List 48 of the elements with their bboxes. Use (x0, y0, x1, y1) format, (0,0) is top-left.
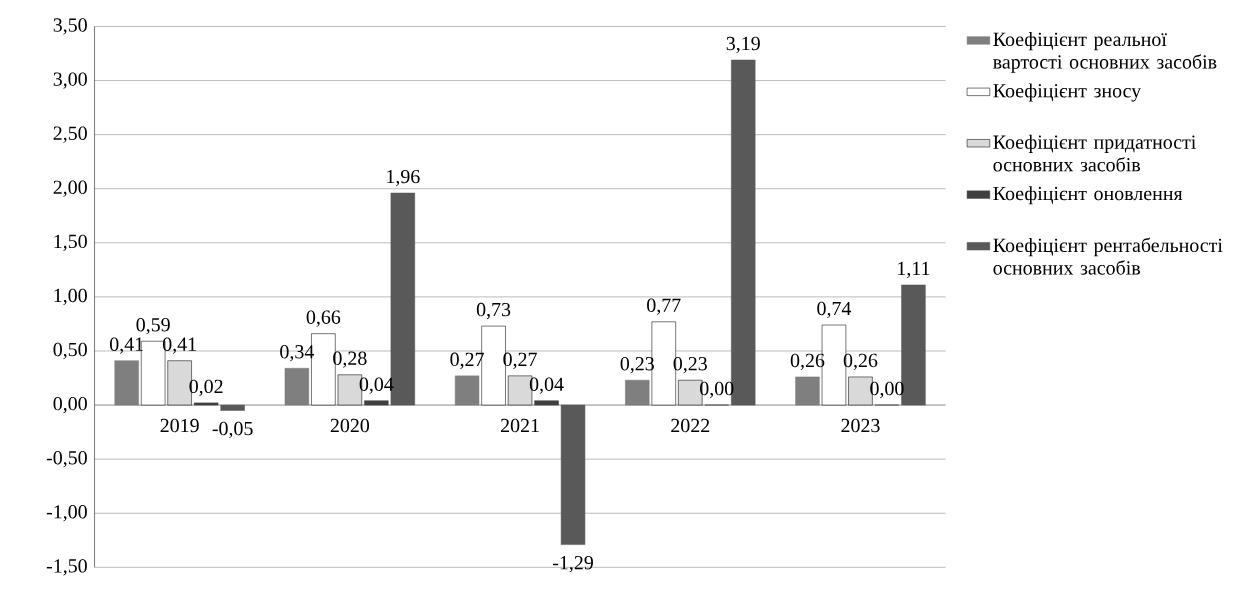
x-tick-label: 2020 (330, 418, 370, 433)
data-label: 0,23 (620, 356, 654, 374)
data-label: 0,77 (647, 298, 681, 315)
data-label: 0,28 (333, 351, 367, 368)
data-label: 0,04 (529, 377, 564, 394)
x-tick-label: 2019 (160, 418, 199, 433)
y-tick-label: -1,50 (46, 559, 87, 576)
data-label: 0,74 (817, 301, 852, 319)
data-label: -0,05 (212, 421, 253, 439)
data-label: 0,34 (280, 345, 315, 362)
y-tick-label: -1,00 (46, 505, 87, 522)
data-label: 0,59 (136, 318, 170, 335)
x-tick-label: 2021 (500, 418, 539, 433)
y-tick-label: 1,00 (54, 288, 87, 306)
data-label: 0,41 (109, 337, 143, 354)
data-label: 0,26 (790, 353, 825, 371)
x-tick-label: 2023 (841, 418, 880, 433)
legend-label: Коефіцієнт оновлення (993, 186, 1183, 205)
data-label: 0,26 (843, 353, 878, 371)
data-label: 0,73 (476, 302, 511, 320)
legend-label: Коефіцієнт реальної вартості основних засобів (993, 32, 1217, 73)
y-tick-label: 2,00 (53, 180, 87, 197)
y-tick-label: 3,50 (53, 18, 87, 35)
data-label: 1,96 (387, 169, 420, 187)
data-label: 0,27 (503, 352, 537, 369)
data-label: 3,19 (726, 36, 760, 54)
data-label: 1,11 (898, 261, 930, 279)
x-tick-label: 2022 (671, 418, 710, 433)
y-tick-label: 0,50 (53, 342, 87, 360)
bar (220, 404, 245, 411)
data-label: -1,29 (553, 555, 593, 573)
legend-label: Коефіцієнт зносу (993, 83, 1142, 102)
data-label: 0,66 (306, 310, 341, 327)
legend-label: Коефіцієнт рентабельності основних засобів (993, 237, 1223, 275)
y-tick-label: 2,50 (53, 126, 87, 143)
bar (560, 404, 586, 545)
data-label: 0,27 (450, 352, 484, 369)
y-tick-label: 1,50 (54, 234, 87, 251)
data-label: 0,41 (162, 337, 196, 354)
y-tick-label: 0,00 (53, 396, 87, 414)
legend-label: Коефіцієнт придатності основних засобів (993, 134, 1196, 172)
bar (193, 402, 219, 406)
data-label: 0,23 (673, 356, 707, 374)
bar (534, 400, 559, 406)
data-label: 0,02 (189, 379, 223, 396)
bar (364, 400, 389, 406)
y-tick-label: 3,00 (53, 72, 87, 89)
y-tick-label: -0,50 (46, 450, 87, 468)
